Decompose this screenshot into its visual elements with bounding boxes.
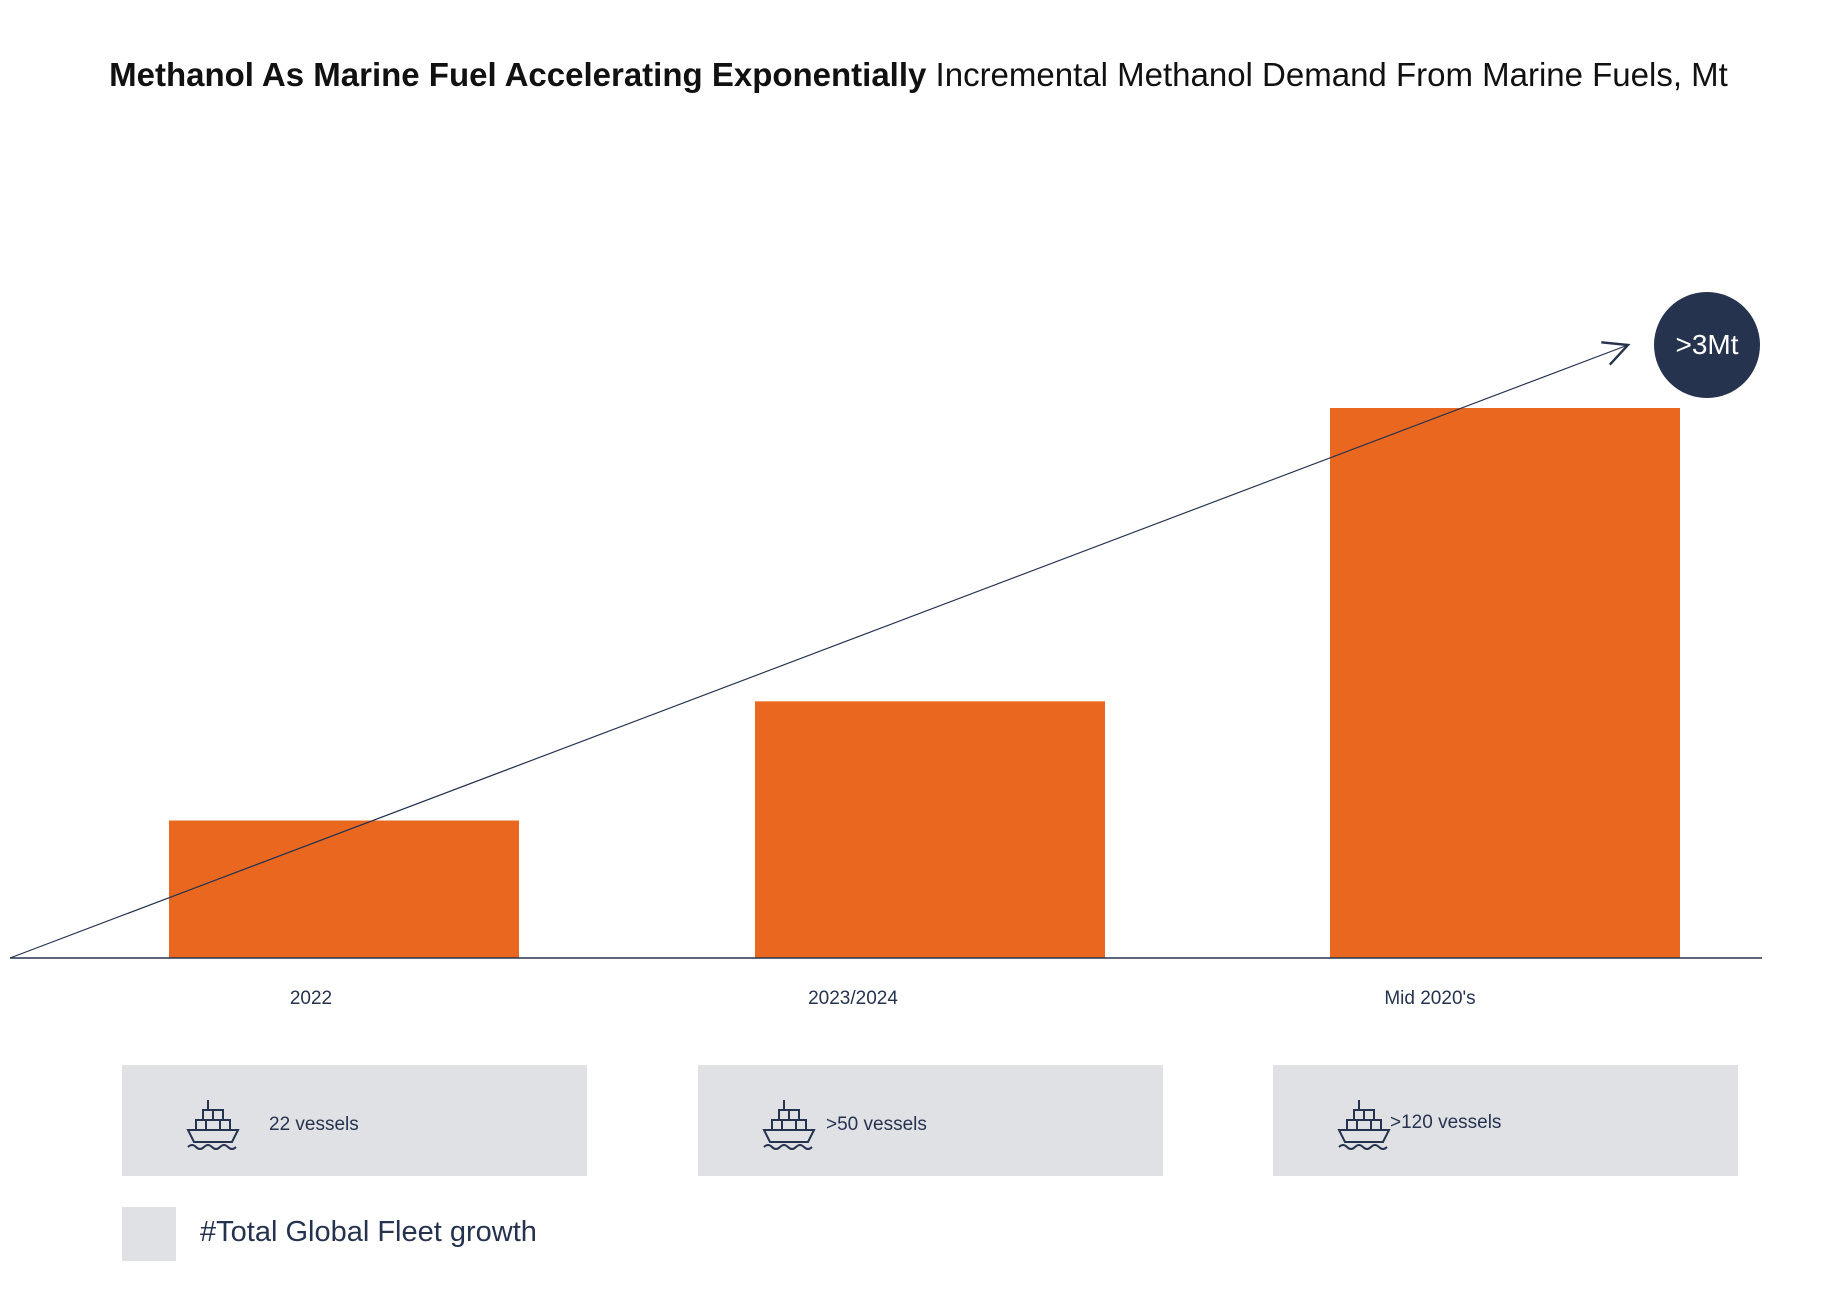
vessel-count-label: 22 vessels (269, 1114, 359, 1135)
trend-arrow (9, 341, 1631, 959)
x-tick-labels: 2022 2023/2024 Mid 2020's (290, 988, 1476, 1009)
annotation-bubble (1654, 292, 1760, 398)
chart-title: Methanol As Marine Fuel Accelerating Exp… (0, 56, 1837, 94)
vessel-count-label: >50 vessels (826, 1114, 927, 1135)
bars-layer (169, 408, 1680, 958)
legend-swatch (122, 1207, 176, 1261)
title-subtitle: Incremental Methanol Demand From Marine … (935, 56, 1728, 93)
vessel-box-2023-2024: >50 vessels (698, 1065, 1163, 1176)
x-tick-label: 2022 (290, 988, 332, 1009)
x-tick-label: Mid 2020's (1384, 988, 1475, 1009)
x-tick-label: 2023/2024 (808, 988, 898, 1009)
legend-label: #Total Global Fleet growth (200, 1216, 537, 1248)
ship-icon (1337, 1100, 1391, 1150)
bar-2 (1330, 408, 1680, 958)
vessel-box-2022: 22 vessels (122, 1065, 587, 1176)
annotation-label: >3Mt (1675, 329, 1738, 360)
title-bold: Methanol As Marine Fuel Accelerating Exp… (109, 56, 927, 93)
vessel-box-mid-2020s: >120 vessels (1273, 1065, 1738, 1176)
ship-icon (762, 1100, 816, 1150)
vessel-count-label: >120 vessels (1390, 1112, 1502, 1133)
bar-0 (169, 820, 519, 958)
ship-icon (186, 1100, 240, 1150)
bar-1 (755, 701, 1105, 958)
